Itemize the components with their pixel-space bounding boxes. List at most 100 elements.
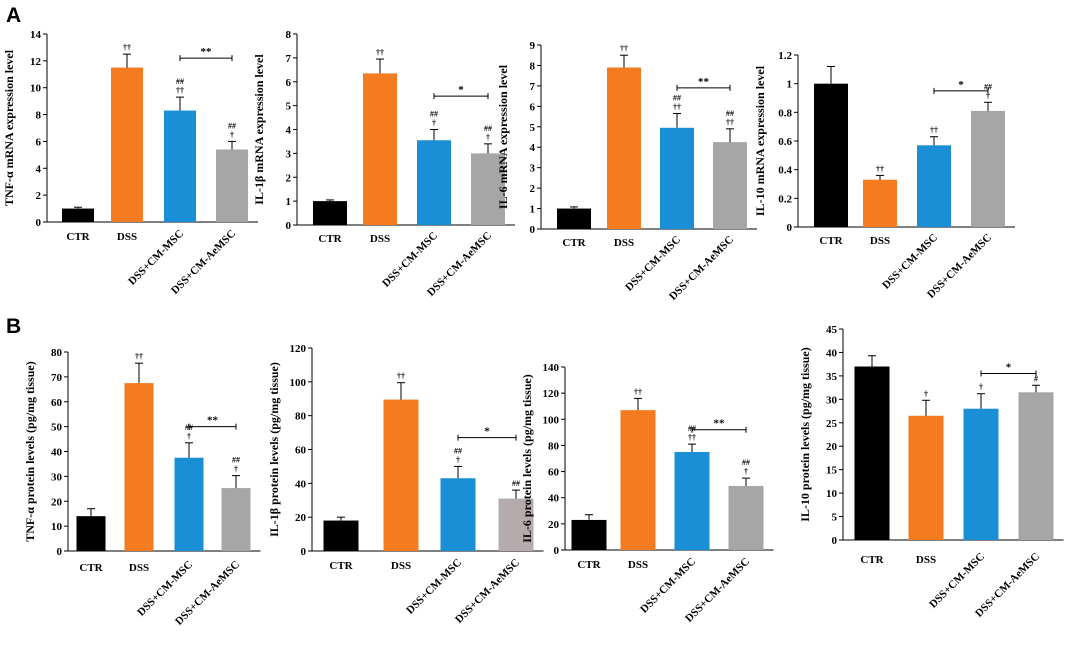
y-tick-label: 10 (826, 488, 838, 500)
chart-5: 0 10 20 30 40 50 60 70 80 TNF-α protein levels (p… (23, 347, 261, 628)
y-axis-title: IL-6 protein levels (pg/mg tissue) (520, 374, 534, 542)
significance-mark: †† (123, 43, 131, 52)
bar-dss-cm-aemsc (216, 149, 248, 222)
bar-dss (620, 410, 656, 550)
bar-dss-cm-msc (917, 145, 951, 227)
y-tick-label: 100 (290, 377, 307, 389)
y-tick-label: 140 (543, 362, 560, 374)
significance-mark: † (986, 91, 990, 100)
y-tick-label: 120 (290, 343, 307, 355)
significance-mark: †† (930, 126, 938, 135)
y-tick-label: 3 (286, 148, 292, 160)
y-tick-label: 80 (51, 347, 63, 359)
bar-dss-cm-msc (417, 140, 451, 225)
chart-8: 0 5 10 15 20 25 30 35 40 45 IL-10 protein levels (… (798, 324, 1064, 620)
bar-dss (363, 73, 397, 225)
category-label: DSS (370, 233, 390, 245)
y-tick-label: 0.8 (778, 107, 792, 119)
bar-ctr (323, 520, 359, 551)
y-tick-label: 0 (530, 224, 536, 236)
significance-mark: ## (726, 109, 734, 118)
significance-mark: †† (673, 102, 681, 111)
category-label: DSS (628, 559, 648, 571)
y-tick-label: 20 (548, 519, 560, 531)
y-tick-label: 25 (826, 418, 838, 430)
significance-mark: ## (176, 77, 184, 86)
y-tick-label: 5 (832, 512, 838, 524)
chart-1: 0 2 4 6 8 10 12 14 TNF-α mRNA expression level CT… (2, 29, 258, 297)
significance-mark: † (187, 432, 191, 441)
chart-3: 0 1 2 3 4 5 6 7 8 9 IL-6 mRNA expression level CTR †… (496, 40, 757, 303)
y-tick-label: 5 (286, 101, 292, 113)
chart-4: 0 0.2 0.4 0.6 0.8 1 1.2 IL-10 mRNA expression l… (753, 50, 1015, 301)
bar-dss-cm-msc (660, 127, 694, 229)
category-label: DSS (129, 562, 149, 574)
y-tick-label: 0 (36, 217, 42, 229)
category-label: CTR (66, 231, 90, 243)
y-axis-title: IL-1β mRNA expression level (252, 54, 266, 205)
bar-dss (383, 399, 419, 551)
y-tick-label: 3 (530, 163, 536, 175)
y-tick-label: 120 (543, 388, 560, 400)
significance-mark: †† (176, 86, 184, 95)
y-tick-label: 0 (286, 220, 292, 232)
category-label: CTR (860, 554, 884, 566)
bar-ctr (557, 208, 591, 229)
significance-mark: † (744, 467, 748, 476)
significance-mark: † (456, 455, 460, 464)
y-tick-label: 80 (548, 440, 560, 452)
y-tick-label: 0 (832, 535, 838, 547)
significance-mark: †† (726, 118, 734, 127)
significance-label: ** (207, 415, 219, 427)
chart-7: 0 20 40 60 80 100 120 140 IL-6 protein levels (p… (520, 362, 774, 625)
bar-dss (908, 415, 944, 540)
bar-dss-cm-aemsc (1018, 392, 1054, 540)
significance-mark: †† (876, 164, 884, 173)
panel-letter-b: B (6, 315, 21, 338)
bar-dss-cm-aemsc (471, 153, 505, 225)
chart-6: 0 20 40 60 80 100 120 IL-1β protein levels (pg/… (267, 343, 544, 626)
bar-dss (607, 67, 641, 229)
significance-label: ** (201, 46, 213, 58)
significance-mark: †† (620, 44, 628, 53)
y-tick-label: 6 (530, 101, 536, 113)
category-label: DSS (614, 237, 634, 249)
y-tick-label: 50 (51, 422, 63, 434)
y-tick-label: 0 (554, 545, 560, 557)
y-tick-label: 45 (826, 324, 838, 336)
y-tick-label: 4 (286, 125, 292, 137)
bar-dss-cm-aemsc (971, 110, 1005, 227)
significance-mark: † (432, 119, 436, 128)
significance-mark: †† (634, 387, 642, 396)
significance-mark: ## (232, 456, 240, 465)
significance-mark: † (230, 130, 234, 139)
significance-mark: ## (984, 82, 992, 91)
y-tick-label: 20 (826, 441, 838, 453)
y-axis-title: IL-6 mRNA expression level (496, 64, 510, 209)
y-tick-label: 10 (30, 83, 42, 95)
y-tick-label: 20 (295, 512, 307, 524)
significance-mark: ## (228, 121, 236, 130)
y-tick-label: 0 (787, 222, 793, 234)
y-tick-label: 1.2 (778, 50, 792, 62)
y-axis-title: TNF-α protein levels (pg/mg tissue) (23, 361, 37, 541)
significance-mark: ## (484, 124, 492, 133)
y-axis-title: IL-1β protein levels (pg/mg tissue) (267, 362, 281, 537)
y-tick-label: 30 (826, 394, 838, 406)
y-tick-label: 35 (826, 371, 838, 383)
bar-ctr (814, 83, 848, 228)
significance-label: * (958, 79, 964, 91)
significance-label: ** (714, 418, 726, 430)
y-tick-label: 0 (57, 546, 63, 558)
category-label: DSS (391, 560, 411, 572)
significance-mark: †† (376, 48, 384, 57)
significance-mark: ## (673, 93, 681, 102)
y-tick-label: 4 (36, 163, 42, 175)
y-tick-label: 40 (295, 478, 307, 490)
significance-label: ** (698, 76, 710, 88)
y-tick-label: 8 (286, 29, 292, 41)
y-tick-label: 10 (51, 521, 63, 533)
y-tick-label: 7 (530, 81, 536, 93)
significance-mark: † (924, 389, 928, 398)
